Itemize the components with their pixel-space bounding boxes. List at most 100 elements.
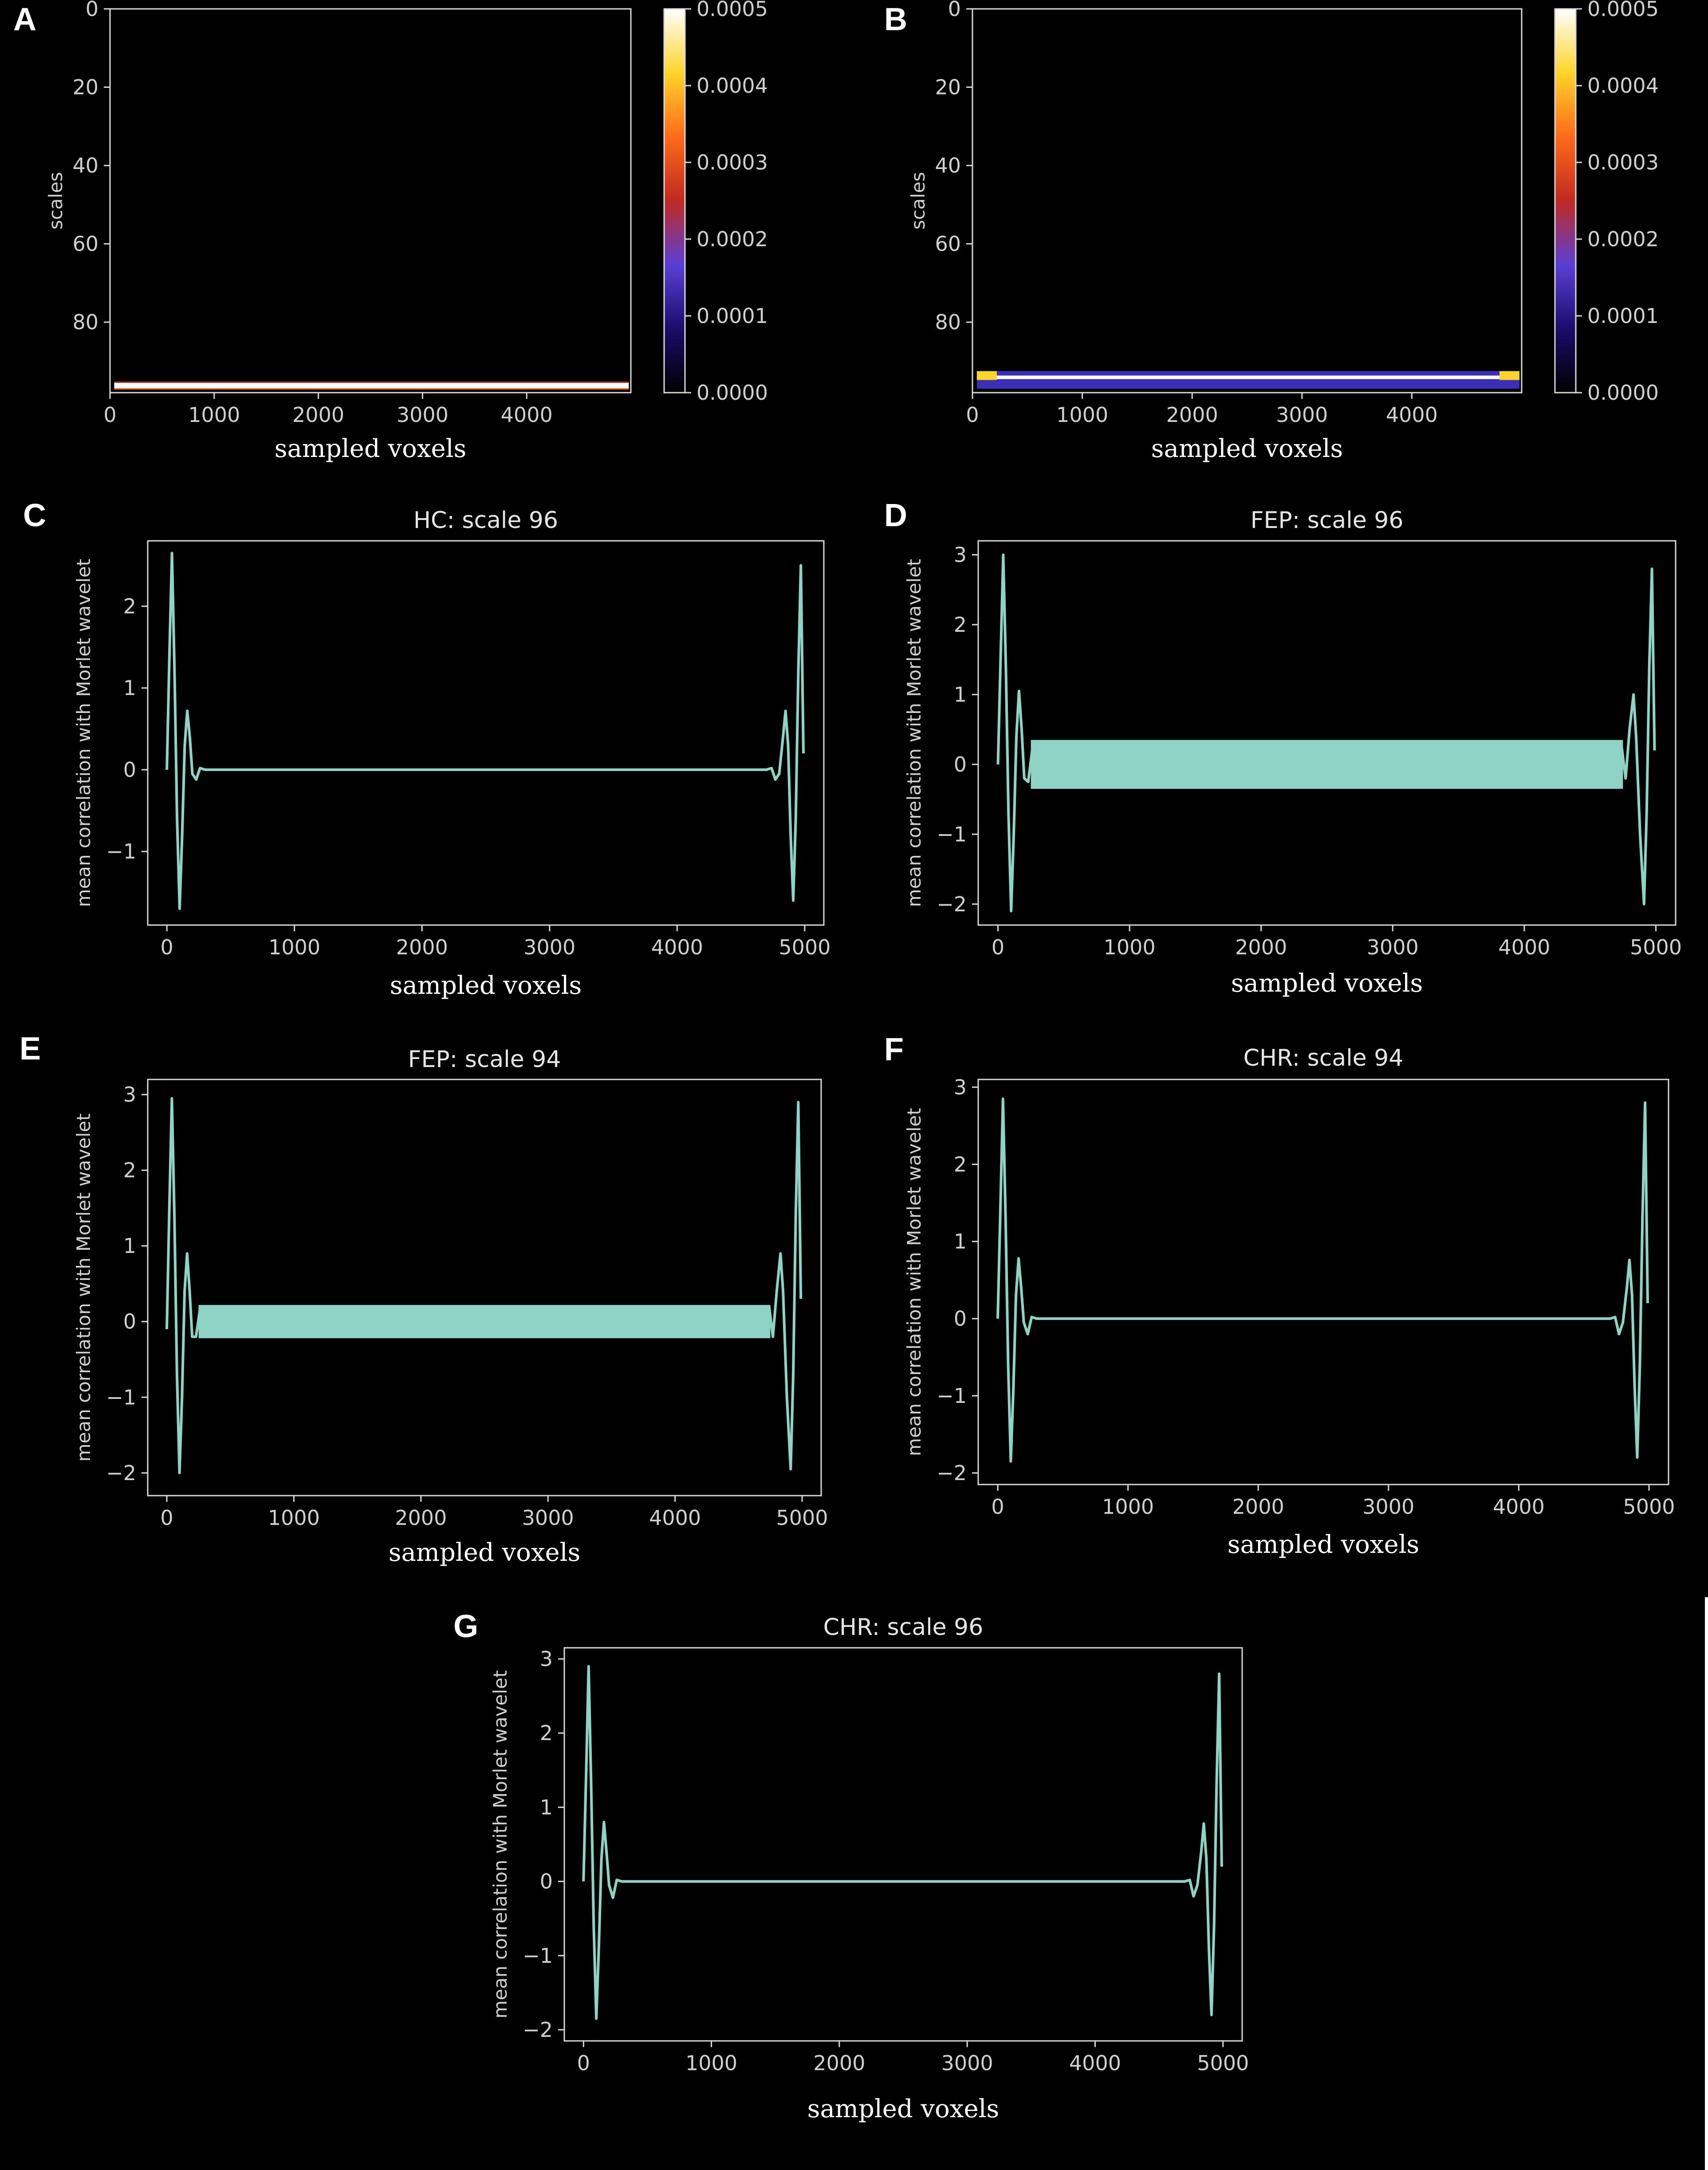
- y-tick-label: 2: [123, 594, 136, 618]
- colorbar-tick-label: 0.0001: [1587, 304, 1659, 328]
- plot-area: [972, 8, 1523, 394]
- x-axis-label: sampled voxels: [1231, 969, 1423, 998]
- heatmap-panel-B: B 0 1000 2000 3000 4000 0 20 40 60 80 sampled voxel…: [884, 0, 1659, 463]
- x-tick-label: 3000: [941, 2051, 993, 2075]
- series-line: [165, 1097, 803, 1474]
- y-tick-label: 60: [935, 232, 961, 256]
- y-tick-label: −2: [106, 1461, 136, 1485]
- x-tick-label: 5000: [1197, 2051, 1249, 2075]
- line-panel-G: G CHR: scale 96 0 1000 2000 3000 4000 5000 −2 −1 0…: [453, 1609, 1249, 2123]
- x-tick-label: 2000: [395, 1506, 447, 1530]
- series-line: [996, 553, 1656, 913]
- colorbar-tick-label: 0.0000: [1587, 381, 1659, 405]
- y-tick-label: 3: [123, 1083, 136, 1107]
- y-tick-label: 40: [72, 154, 98, 177]
- colorbar-tick-label: 0.0001: [697, 304, 768, 328]
- chart-title: CHR: scale 94: [1244, 1045, 1404, 1071]
- x-tick-label: 0: [160, 1506, 173, 1530]
- y-tick-label: 0: [954, 1307, 967, 1331]
- y-tick-label: 20: [72, 75, 98, 99]
- y-tick-label: 3: [954, 1075, 967, 1099]
- y-axis-label: mean correlation with Morlet wavelet: [903, 1108, 925, 1456]
- y-tick-label: 3: [954, 543, 967, 567]
- y-tick-label: −2: [937, 1461, 967, 1485]
- x-tick-label: 0: [966, 403, 979, 427]
- x-axis-label: sampled voxels: [389, 1538, 581, 1567]
- line-panel-D: D FEP: scale 96 0 1000 2000 3000 4000 5000 −2 −1 0…: [884, 498, 1682, 998]
- y-tick-label: 0: [954, 752, 967, 776]
- y-tick-label: −1: [106, 839, 136, 863]
- y-tick-label: −1: [106, 1385, 136, 1409]
- x-axis-label: sampled voxels: [1151, 434, 1343, 463]
- chart-title: HC: scale 96: [413, 507, 558, 534]
- plot-area: [563, 1647, 1243, 2042]
- x-tick-label: 2000: [292, 403, 344, 427]
- x-tick-label: 2000: [1166, 403, 1218, 427]
- x-tick-label: 4000: [501, 403, 553, 427]
- panel-letter: E: [20, 1031, 41, 1067]
- y-tick-label: 0: [86, 0, 98, 21]
- panel-letter: D: [884, 498, 907, 533]
- x-tick-label: 4000: [1493, 1495, 1545, 1519]
- y-tick-label: 3: [540, 1647, 553, 1671]
- chart-title: FEP: scale 96: [1251, 507, 1404, 534]
- x-tick-label: 2000: [396, 935, 448, 959]
- y-axis-label: mean correlation with Morlet wavelet: [73, 1114, 94, 1462]
- x-tick-label: 3000: [523, 935, 575, 959]
- plot-area: [977, 1079, 1669, 1485]
- colorbar: [663, 8, 686, 394]
- x-tick-label: 1000: [268, 935, 320, 959]
- y-tick-label: 0: [123, 1310, 136, 1334]
- heat-band-edge: [114, 381, 629, 383]
- y-tick-label: 1: [954, 682, 967, 706]
- x-tick-label: 0: [160, 935, 173, 959]
- heat-band-edge: [114, 388, 629, 390]
- line-panel-C: C HC: scale 96 0 1000 2000 3000 4000 5000 −1 0 1 2 s…: [23, 498, 830, 1000]
- x-tick-label: 2000: [813, 2051, 865, 2075]
- x-tick-label: 0: [577, 2051, 590, 2075]
- x-tick-label: 5000: [776, 1506, 828, 1530]
- panel-letter: G: [453, 1609, 478, 1644]
- colorbar-tick-label: 0.0005: [1587, 0, 1659, 21]
- x-tick-label: 3000: [1367, 935, 1419, 959]
- plot-area: [147, 1079, 822, 1497]
- x-tick-label: 1000: [1056, 403, 1108, 427]
- panel-letter: B: [884, 2, 907, 37]
- y-axis-label: mean correlation with Morlet wavelet: [73, 559, 94, 907]
- x-tick-label: 4000: [649, 1506, 701, 1530]
- y-tick-label: 40: [935, 154, 961, 177]
- y-tick-label: −2: [937, 892, 967, 916]
- x-tick-label: 5000: [1630, 935, 1682, 959]
- y-tick-label: 0: [948, 0, 961, 21]
- y-tick-label: −1: [523, 1944, 553, 1968]
- colorbar-tick-label: 0.0003: [1587, 150, 1659, 174]
- heat-band-core: [976, 375, 1520, 379]
- series-line: [996, 1097, 1649, 1463]
- chart-title: FEP: scale 94: [408, 1046, 561, 1073]
- y-tick-label: 2: [540, 1721, 553, 1745]
- plot-area: [109, 8, 632, 394]
- plot-area: [977, 540, 1677, 926]
- x-tick-label: 0: [992, 935, 1004, 959]
- panel-letter: C: [23, 498, 46, 533]
- x-tick-label: 3000: [522, 1506, 574, 1530]
- y-tick-label: 2: [954, 613, 967, 637]
- y-tick-label: −1: [937, 822, 967, 846]
- colorbar-tick-label: 0.0004: [1587, 74, 1659, 98]
- line-panel-E: E FEP: scale 94 0 1000 2000 3000 4000 5000 −2 −1 0…: [20, 1031, 828, 1567]
- y-tick-label: 0: [540, 1870, 553, 1894]
- y-tick-label: 1: [954, 1229, 967, 1253]
- x-axis-label: sampled voxels: [1228, 1530, 1420, 1559]
- colorbar-tick-label: 0.0004: [697, 74, 768, 98]
- y-tick-label: 80: [72, 310, 98, 334]
- x-tick-label: 4000: [1069, 2051, 1121, 2075]
- colorbar-tick-label: 0.0000: [697, 381, 768, 405]
- panel-letter: F: [884, 1032, 904, 1067]
- x-tick-label: 3000: [1362, 1495, 1414, 1519]
- colorbar-tick-label: 0.0003: [697, 150, 768, 174]
- x-tick-label: 1000: [188, 403, 240, 427]
- y-axis-label: scales: [45, 172, 67, 229]
- x-tick-label: 3000: [1276, 403, 1328, 427]
- x-tick-label: 0: [103, 403, 116, 427]
